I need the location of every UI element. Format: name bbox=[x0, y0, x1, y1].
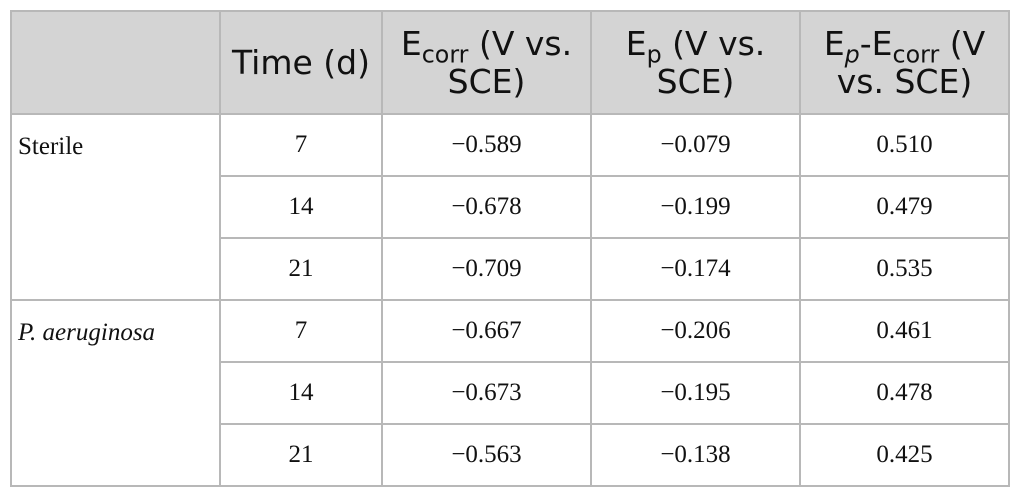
cell-time: 14 bbox=[219, 361, 383, 425]
cell-ep: −0.174 bbox=[590, 237, 801, 301]
header-ecorr-symbol: E bbox=[400, 23, 422, 63]
table-row: Sterile 7 −0.589 −0.079 0.510 bbox=[10, 113, 1010, 301]
group-label: Sterile bbox=[10, 113, 221, 301]
cell-ecorr: −0.563 bbox=[381, 423, 592, 487]
table-row: 14 −0.673 −0.195 0.478 bbox=[11, 361, 1010, 425]
header-diff-minus: -E bbox=[859, 23, 893, 63]
cell-diff: 0.535 bbox=[799, 237, 1010, 301]
table-row: 21 −0.709 −0.174 0.535 bbox=[11, 237, 1010, 301]
cell-time: 7 bbox=[219, 299, 383, 363]
table-body: Sterile 7 −0.589 −0.079 0.510 14 −0.678 −0.199 0… bbox=[10, 113, 1010, 487]
cell-ecorr: −0.667 bbox=[381, 299, 592, 363]
table-row: 21 −0.563 −0.138 0.425 bbox=[11, 423, 1010, 487]
header-ecorr: Ecorr (V vs. SCE) bbox=[381, 10, 592, 115]
header-ep: Ep (V vs. SCE) bbox=[590, 10, 801, 115]
corrosion-potential-table: Time (d) Ecorr (V vs. SCE) Ep (V vs. SCE… bbox=[10, 10, 1010, 487]
cell-diff: 0.478 bbox=[799, 361, 1010, 425]
header-time-label: Time (d) bbox=[232, 42, 370, 82]
cell-diff: 0.479 bbox=[799, 175, 1010, 239]
header-ecorr-units: (V vs. SCE) bbox=[447, 23, 573, 101]
header-row: Time (d) Ecorr (V vs. SCE) Ep (V vs. SCE… bbox=[10, 10, 1010, 115]
cell-time: 7 bbox=[219, 113, 383, 177]
cell-ecorr: −0.678 bbox=[381, 175, 592, 239]
header-diff-subscript-2: corr bbox=[892, 40, 940, 69]
group-label: P. aeruginosa bbox=[10, 299, 221, 487]
cell-ep: −0.138 bbox=[590, 423, 801, 487]
header-ep-units: (V vs. SCE) bbox=[656, 23, 766, 101]
header-time: Time (d) bbox=[219, 10, 383, 115]
cell-ep: −0.199 bbox=[590, 175, 801, 239]
cell-ep: −0.079 bbox=[590, 113, 801, 177]
header-ecorr-subscript: corr bbox=[421, 40, 469, 69]
table-row: 14 −0.678 −0.199 0.479 bbox=[11, 175, 1010, 239]
cell-time: 21 bbox=[219, 237, 383, 301]
cell-ecorr: −0.589 bbox=[381, 113, 592, 177]
cell-diff: 0.510 bbox=[799, 113, 1010, 177]
cell-time: 14 bbox=[219, 175, 383, 239]
cell-ep: −0.206 bbox=[590, 299, 801, 363]
cell-diff: 0.461 bbox=[799, 299, 1010, 363]
cell-time: 21 bbox=[219, 423, 383, 487]
header-diff-subscript-1: p bbox=[844, 40, 860, 69]
header-difference: Ep-Ecorr (V vs. SCE) bbox=[799, 10, 1010, 115]
cell-diff: 0.425 bbox=[799, 423, 1010, 487]
table-row: P. aeruginosa 7 −0.667 −0.206 0.461 bbox=[10, 299, 1010, 487]
cell-ecorr: −0.709 bbox=[381, 237, 592, 301]
header-diff-units: (V vs. SCE) bbox=[836, 23, 986, 101]
cell-ep: −0.195 bbox=[590, 361, 801, 425]
header-ep-subscript: p bbox=[646, 40, 662, 69]
header-ep-symbol: E bbox=[625, 23, 647, 63]
header-diff-symbol-1: E bbox=[823, 23, 845, 63]
cell-ecorr: −0.673 bbox=[381, 361, 592, 425]
header-empty bbox=[10, 10, 221, 115]
table-header: Time (d) Ecorr (V vs. SCE) Ep (V vs. SCE… bbox=[10, 10, 1010, 115]
